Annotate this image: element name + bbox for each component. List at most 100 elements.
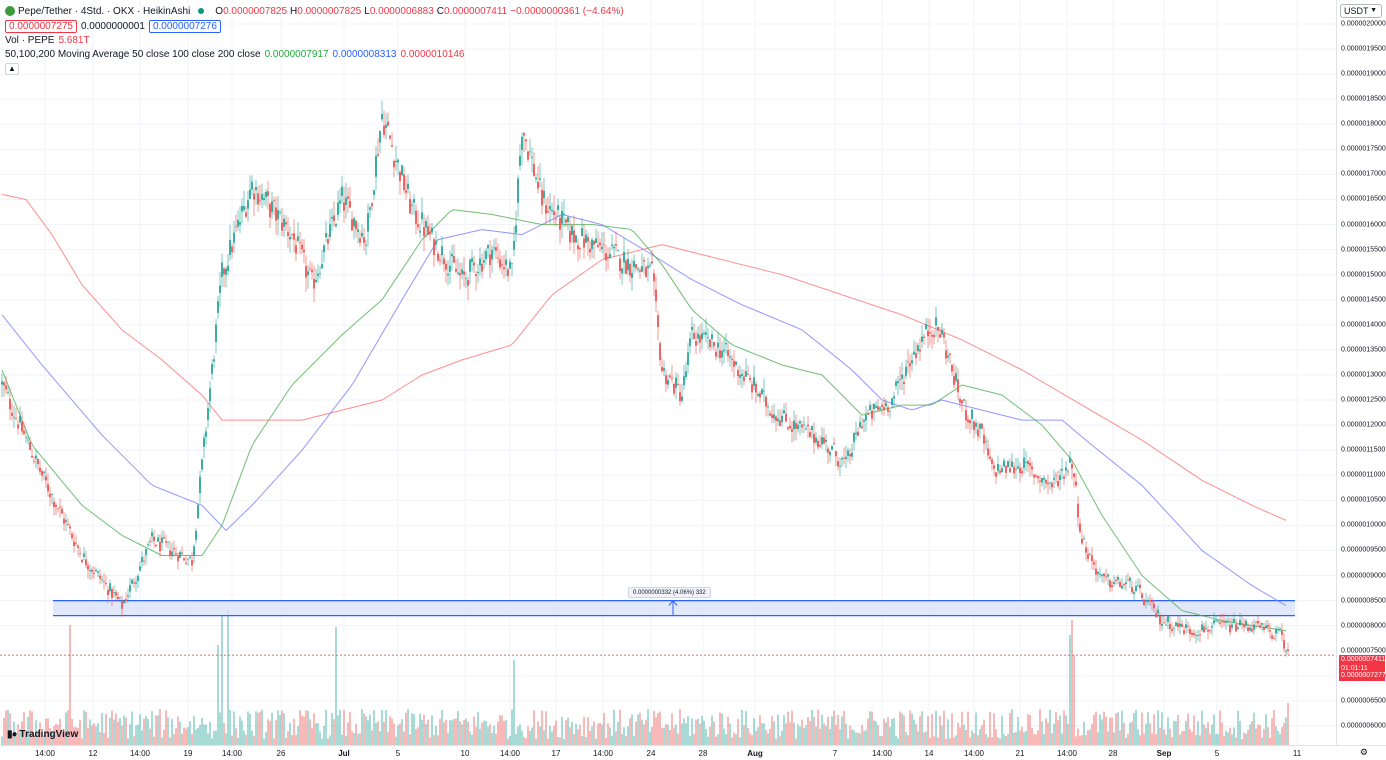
candle-body: [315, 279, 317, 283]
candle-body: [653, 273, 655, 282]
volume-bar: [241, 720, 243, 745]
candle-body: [63, 518, 65, 524]
ma-legend-row[interactable]: 50,100,200 Moving Average 50 close 100 c…: [5, 47, 624, 61]
candle-body: [1227, 620, 1229, 622]
legend-symbol-row[interactable]: Pepe/Tether · 4Std. · OKX · HeikinAshi O…: [5, 4, 624, 18]
volume-bar: [205, 724, 207, 745]
volume-bar: [325, 709, 327, 745]
candle-body: [33, 460, 35, 462]
candle-body: [471, 258, 473, 262]
candle-body: [697, 333, 699, 339]
volume-bar: [57, 724, 59, 745]
volume-bar: [757, 727, 759, 745]
volume-bar: [801, 719, 803, 745]
candle-body: [509, 261, 511, 269]
volume-bar: [1025, 731, 1027, 745]
volume-bar: [421, 719, 423, 745]
candle-body: [431, 227, 433, 233]
candle-body: [1097, 571, 1099, 575]
price-range-measure[interactable]: [53, 599, 1295, 617]
candle-body: [287, 232, 289, 236]
volume-bar: [357, 733, 359, 745]
candle-body: [989, 456, 991, 459]
candle-body: [39, 467, 41, 472]
candle-body: [629, 263, 631, 276]
volume-bar: [931, 713, 933, 745]
volume-bar: [1039, 709, 1041, 745]
candle-body: [1163, 622, 1165, 624]
candle-body: [85, 559, 87, 566]
tradingview-logo[interactable]: ▮● TradingView: [7, 729, 78, 740]
volume-bar: [307, 710, 309, 745]
candle-body: [205, 431, 207, 437]
volume-bar: [117, 721, 119, 745]
candle-body: [669, 375, 671, 378]
volume-bar: [911, 713, 913, 745]
gear-icon[interactable]: ⚙: [1359, 747, 1368, 757]
volume-bar: [1153, 714, 1155, 745]
volume-bar: [567, 717, 569, 745]
volume-legend-row[interactable]: Vol · PEPE 5.681T: [5, 33, 624, 47]
sell-price-button[interactable]: 0.0000007275: [5, 19, 77, 33]
chevron-up-icon[interactable]: ▲: [5, 63, 19, 75]
volume-bar: [1285, 717, 1287, 745]
volume-bar: [881, 735, 883, 745]
buy-price-button[interactable]: 0.0000007276: [148, 19, 221, 33]
volume-bar: [1113, 732, 1115, 745]
volume-bar: [1261, 737, 1263, 745]
candle-body: [41, 471, 43, 476]
volume-bar: [101, 712, 103, 745]
candle-body: [1143, 599, 1145, 606]
candle-body: [565, 219, 567, 223]
volume-bar: [597, 723, 599, 745]
time-axis[interactable]: 14:00 12 14:00 19 14:00 26 Jul 5 10 14:00 17 14:00 2…: [0, 745, 1386, 760]
candle-body: [119, 597, 121, 598]
volume-bar: [501, 715, 503, 745]
candle-body: [815, 437, 817, 443]
volume-bar: [1215, 733, 1217, 745]
candle-body: [75, 542, 77, 544]
volume-bar: [625, 736, 627, 745]
symbol-title[interactable]: Pepe/Tether · 4Std. · OKX · HeikinAshi: [18, 5, 191, 17]
volume-bar: [697, 718, 699, 745]
volume-bar: [525, 738, 527, 745]
volume-bar: [773, 721, 775, 745]
candle-body: [377, 154, 379, 156]
candle-body: [1109, 580, 1111, 588]
volume-bar: [739, 737, 741, 745]
candle-body: [1003, 460, 1005, 467]
volume-bar: [1207, 722, 1209, 745]
candle-body: [343, 202, 345, 211]
candle-body: [495, 247, 497, 251]
volume-bar: [601, 724, 603, 745]
candle-body: [127, 595, 129, 597]
volume-bar: [339, 709, 341, 745]
volume-bar: [161, 737, 163, 745]
volume-bar: [1029, 714, 1031, 745]
volume-bar: [195, 729, 197, 745]
currency-selector[interactable]: USDT ▼: [1340, 4, 1382, 18]
chart-pane[interactable]: Pepe/Tether · 4Std. · OKX · HeikinAshi O…: [0, 0, 1336, 745]
candle-body: [481, 263, 483, 272]
volume-bar: [1, 736, 3, 745]
volume-bar: [1275, 726, 1277, 745]
volume-bar: [1049, 709, 1051, 745]
candle-body: [1043, 477, 1045, 480]
price-axis[interactable]: USDT ▼ 0.0000020000 0.0000019500 0.0000019…: [1336, 0, 1386, 745]
candle-body: [1007, 461, 1009, 467]
volume-bar: [397, 725, 399, 745]
candle-body: [735, 361, 737, 366]
volume-bar: [267, 719, 269, 745]
candle-body: [227, 265, 229, 271]
price-chart[interactable]: [0, 0, 1336, 745]
candle-body: [61, 508, 63, 514]
volume-bar: [379, 731, 381, 745]
volume-bar: [729, 723, 731, 745]
volume-bar: [209, 721, 211, 745]
candle-body: [651, 261, 653, 264]
candle-body: [255, 187, 257, 191]
volume-bar: [1041, 721, 1043, 745]
candle-body: [141, 557, 143, 563]
volume-bar: [827, 716, 829, 745]
candle-body: [1241, 623, 1243, 625]
